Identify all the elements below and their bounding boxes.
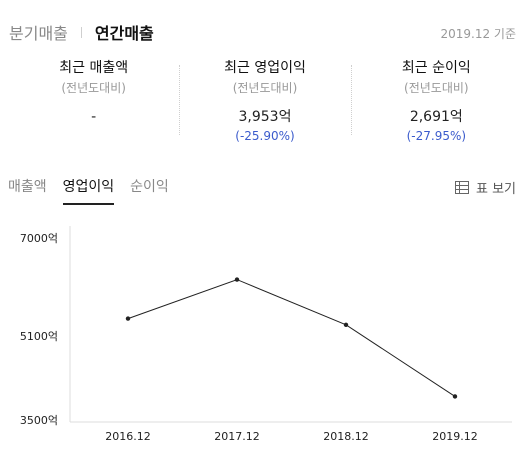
table-view-button[interactable]: 표 보기	[454, 178, 516, 197]
data-point	[452, 394, 458, 399]
tab-net-income[interactable]: 순이익	[130, 179, 169, 195]
base-date-label: 2019.12 기준	[440, 27, 516, 41]
tab-annual-sales[interactable]: 연간매출	[94, 24, 154, 43]
summary-title: 최근 영업이익	[224, 60, 306, 76]
summary-subtitle: (전년도대비)	[404, 81, 469, 95]
summary-subtitle: (전년도대비)	[61, 81, 126, 95]
summary-panel: 최근 매출액 (전년도대비) - 최근 영업이익 (전년도대비) 3,953억 …	[8, 58, 522, 143]
tab-quarterly-sales[interactable]: 분기매출	[9, 24, 68, 43]
summary-value: -	[91, 109, 97, 125]
summary-sales: 최근 매출액 (전년도대비) -	[8, 58, 179, 140]
summary-change: (-27.95%)	[406, 129, 467, 143]
tab-divider	[80, 26, 82, 38]
summary-operating-profit: 최근 영업이익 (전년도대비) 3,953억 (-25.90%)	[179, 58, 350, 143]
table-icon	[454, 181, 469, 194]
table-view-label: 표 보기	[475, 182, 516, 197]
data-point	[343, 322, 349, 328]
summary-change: (-25.90%)	[235, 129, 295, 143]
data-point	[234, 277, 240, 282]
summary-net-income: 최근 순이익 (전년도대비) 2,691억 (-27.95%)	[350, 58, 522, 143]
tab-operating-profit[interactable]: 영업이익	[62, 176, 115, 205]
tab-sales[interactable]: 매출액	[8, 179, 47, 195]
y-tick-label: 3500억	[20, 414, 58, 427]
metric-tabs: 매출액 영업이익 순이익	[8, 176, 185, 205]
x-tick-label: 2017.12	[214, 430, 260, 443]
series-line	[127, 279, 456, 397]
period-tabs: 분기매출 연간매출	[9, 20, 154, 44]
y-tick-label: 7000억	[20, 232, 58, 245]
x-tick-label: 2016.12	[105, 430, 151, 443]
summary-title: 최근 매출액	[59, 60, 129, 76]
summary-subtitle: (전년도대비)	[232, 81, 298, 95]
operating-profit-chart: 7000억 5100억 3500억 2016.12 2017.12 2018.12 2019…	[20, 226, 512, 443]
summary-title: 최근 순이익	[401, 60, 471, 76]
data-point	[125, 316, 131, 321]
x-tick-label: 2019.12	[432, 430, 478, 443]
summary-change	[8, 127, 179, 145]
summary-value: 2,691억	[409, 109, 463, 125]
summary-value: 3,953억	[238, 109, 292, 125]
x-tick-label: 2018.12	[323, 430, 369, 443]
y-tick-label: 5100억	[20, 330, 58, 343]
